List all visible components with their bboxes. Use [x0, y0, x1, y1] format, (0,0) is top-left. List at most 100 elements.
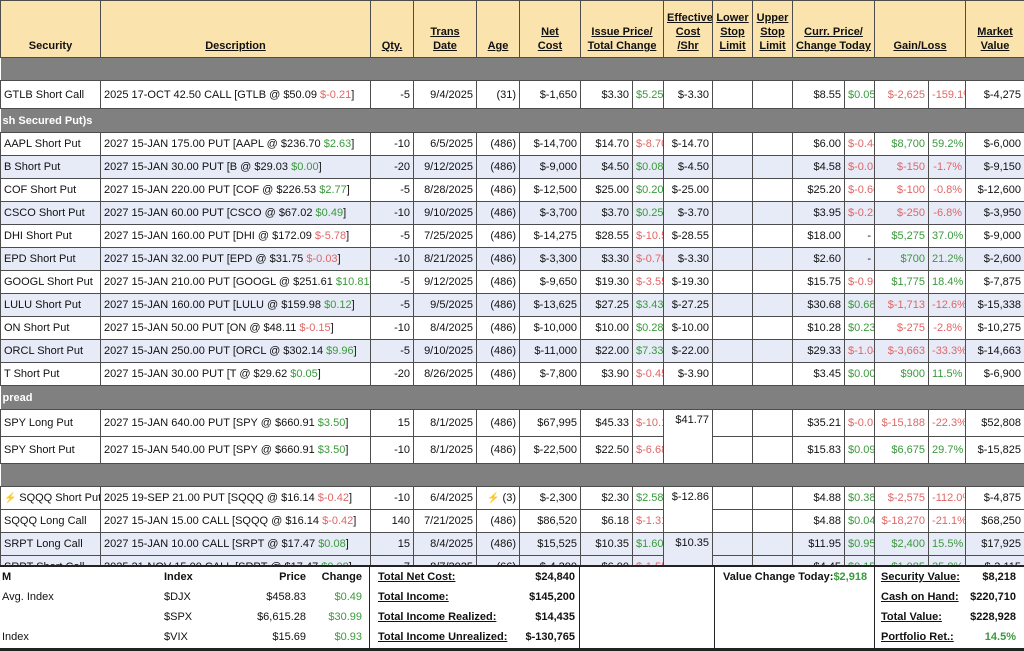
cell-gain-loss[interactable]: $-2,575 — [874, 486, 930, 510]
cell-change-today[interactable]: $0.23 — [844, 316, 876, 340]
total-label[interactable]: Total Income Unrealized: — [378, 631, 508, 643]
cell-issue-price[interactable]: $3.90 — [580, 362, 633, 386]
index-name[interactable] — [0, 607, 164, 627]
cell-total-change[interactable]: $-3.55 — [631, 270, 665, 294]
cell-net-cost[interactable]: $-11,000 — [519, 339, 581, 363]
cell-lower-stop-limit[interactable] — [712, 293, 754, 317]
cell-issue-price[interactable]: $22.00 — [580, 339, 633, 363]
cell-age[interactable]: (486) — [476, 532, 520, 556]
cell-net-cost[interactable]: $86,520 — [519, 509, 581, 533]
cell-upper-stop-limit[interactable] — [752, 436, 794, 464]
account-label[interactable]: Security Value: — [881, 571, 960, 583]
cell-lower-stop-limit[interactable] — [712, 486, 754, 510]
cell-upper-stop-limit[interactable] — [752, 247, 794, 271]
index-col-header-symbol[interactable]: Index — [164, 571, 193, 583]
cell-net-cost[interactable]: $-9,650 — [519, 270, 581, 294]
cell-issue-price[interactable]: $3.30 — [580, 247, 633, 271]
cell-upper-stop-limit[interactable] — [752, 316, 794, 340]
cell-description[interactable]: 2027 15-JAN 640.00 PUT [SPY @ $660.91 $3… — [100, 409, 371, 437]
cell-market-value[interactable]: $-15,825 — [965, 436, 1024, 464]
cell-trans-date[interactable]: 9/5/2025 — [413, 293, 477, 317]
cell-gain-loss[interactable]: $-15,188 — [874, 409, 930, 437]
cell-gain-loss-pct[interactable]: -22.3% — [928, 409, 967, 437]
index-price[interactable]: $15.69 — [272, 631, 306, 643]
cell-market-value[interactable]: $-14,663 — [965, 339, 1024, 363]
cell-total-change[interactable]: $3.43 — [631, 293, 665, 317]
cell-gain-loss[interactable]: $-150 — [874, 155, 930, 179]
cell-lower-stop-limit[interactable] — [712, 509, 754, 533]
cell-total-change[interactable]: $0.28 — [631, 316, 665, 340]
cell-age[interactable]: (486) — [476, 155, 520, 179]
cell-description[interactable]: 2027 15-JAN 60.00 PUT [CSCO @ $67.02 $0.… — [100, 201, 371, 225]
cell-market-value[interactable]: $-2,600 — [965, 247, 1024, 271]
cell-change-today[interactable]: - — [844, 247, 876, 271]
cell-change-today[interactable]: $0.05 — [844, 80, 876, 109]
cell-qty[interactable]: 15 — [370, 409, 414, 437]
cell-net-cost[interactable]: $-3,300 — [519, 247, 581, 271]
cell-change-today[interactable]: $-1.04 — [844, 339, 876, 363]
cell-effective-cost[interactable]: $-28.55 — [663, 224, 714, 248]
cell-trans-date[interactable]: 9/10/2025 — [413, 201, 477, 225]
cell-qty[interactable]: -20 — [370, 362, 414, 386]
cell-curr-price[interactable]: $15.75 — [792, 270, 846, 294]
cell-qty[interactable]: -5 — [370, 293, 414, 317]
cell-age[interactable]: (486) — [476, 293, 520, 317]
cell-upper-stop-limit[interactable] — [752, 132, 794, 156]
cell-market-value[interactable]: $52,808 — [965, 409, 1024, 437]
cell-security[interactable]: SPY Short Put — [0, 436, 101, 464]
cell-market-value[interactable]: $-4,875 — [965, 486, 1024, 510]
cell-qty[interactable]: -10 — [370, 316, 414, 340]
cell-curr-price[interactable]: $3.95 — [792, 201, 846, 225]
cell-qty[interactable]: -10 — [370, 436, 414, 464]
cell-trans-date[interactable]: 8/4/2025 — [413, 316, 477, 340]
cell-qty[interactable]: -5 — [370, 80, 414, 109]
cell-market-value[interactable]: $-6,900 — [965, 362, 1024, 386]
cell-change-today[interactable]: - — [844, 224, 876, 248]
cell-market-value[interactable]: $17,925 — [965, 532, 1024, 556]
total-value[interactable]: $145,200 — [529, 591, 575, 603]
cell-description[interactable]: 2027 15-JAN 250.00 PUT [ORCL @ $302.14 $… — [100, 339, 371, 363]
cell-gain-loss[interactable]: $5,275 — [874, 224, 930, 248]
cell-gain-loss-pct[interactable]: 29.7% — [928, 436, 967, 464]
cell-upper-stop-limit[interactable] — [752, 80, 794, 109]
cell-security[interactable]: ORCL Short Put — [0, 339, 101, 363]
cell-description[interactable]: 2027 15-JAN 30.00 PUT [T @ $29.62 $0.05] — [100, 362, 371, 386]
cell-total-change[interactable]: $7.33 — [631, 339, 665, 363]
cell-qty[interactable]: -20 — [370, 155, 414, 179]
cell-total-change[interactable]: $-0.70 — [631, 247, 665, 271]
cell-trans-date[interactable]: 9/4/2025 — [413, 80, 477, 109]
cell-trans-date[interactable]: 9/12/2025 — [413, 270, 477, 294]
cell-gain-loss-pct[interactable]: -112.0% — [928, 486, 967, 510]
cell-description[interactable]: 2027 15-JAN 210.00 PUT [GOOGL @ $251.61 … — [100, 270, 371, 294]
cell-curr-price[interactable]: $2.60 — [792, 247, 846, 271]
cell-total-change[interactable]: $-10.55 — [631, 224, 665, 248]
cell-lower-stop-limit[interactable] — [712, 409, 754, 437]
cell-age[interactable]: (486) — [476, 132, 520, 156]
cell-effective-cost[interactable]: $-14.70 — [663, 132, 714, 156]
cell-total-change[interactable]: $1.60 — [631, 532, 665, 556]
cell-gain-loss[interactable]: $1,775 — [874, 270, 930, 294]
cell-lower-stop-limit[interactable] — [712, 532, 754, 556]
cell-change-today[interactable]: $0.38 — [844, 486, 876, 510]
cell-curr-price[interactable]: $4.58 — [792, 155, 846, 179]
cell-age[interactable]: (486) — [476, 247, 520, 271]
cell-net-cost[interactable]: $-22,500 — [519, 436, 581, 464]
index-symbol[interactable]: $SPX — [164, 611, 193, 623]
cell-net-cost[interactable]: $-1,650 — [519, 80, 581, 109]
cell-change-today[interactable]: $-0.03 — [844, 155, 876, 179]
cell-upper-stop-limit[interactable] — [752, 270, 794, 294]
cell-market-value[interactable]: $-9,150 — [965, 155, 1024, 179]
cell-age[interactable]: (486) — [476, 316, 520, 340]
cell-curr-price[interactable]: $11.95 — [792, 532, 846, 556]
cell-gain-loss-pct[interactable]: -2.8% — [928, 316, 967, 340]
account-value[interactable]: $8,218 — [982, 571, 1016, 583]
cell-net-cost[interactable]: $-14,700 — [519, 132, 581, 156]
index-col-header-change[interactable]: Change — [321, 571, 362, 583]
cell-curr-price[interactable]: $3.45 — [792, 362, 846, 386]
cell-security[interactable]: GOOGL Short Put — [0, 270, 101, 294]
cell-qty[interactable]: -10 — [370, 201, 414, 225]
cell-gain-loss-pct[interactable]: -6.8% — [928, 201, 967, 225]
cell-security[interactable]: SPY Long Put — [0, 409, 101, 437]
cell-issue-price[interactable]: $14.70 — [580, 132, 633, 156]
col-header-issue-price-total-change[interactable]: Issue Price/Total Change — [579, 0, 665, 58]
